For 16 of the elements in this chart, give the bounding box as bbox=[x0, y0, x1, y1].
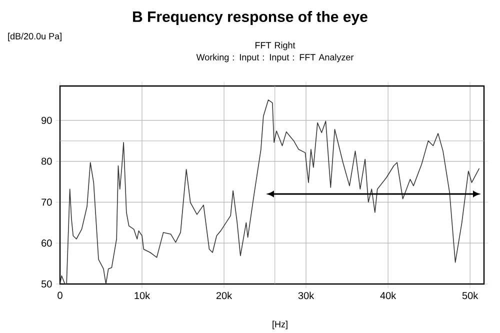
y-tick-label: 50 bbox=[41, 280, 52, 288]
x-tick-label: 30k bbox=[298, 292, 314, 300]
chart-title: B Frequency response of the eye bbox=[133, 11, 368, 25]
y-tick-label: 60 bbox=[42, 240, 52, 247]
line-series bbox=[60, 100, 480, 284]
x-axis-title: [Hz] bbox=[272, 320, 288, 330]
chart-subtitle: FFT Right Working : Input : Input : FFT Analyzer bbox=[196, 42, 354, 62]
x-tick-label: 50k bbox=[462, 292, 478, 300]
y-tick-label: 80 bbox=[42, 158, 52, 165]
y-axis-title: [dB/20.0u Pa] bbox=[8, 32, 62, 42]
x-tick-label: 20k bbox=[216, 292, 232, 300]
y-tick-label: 90 bbox=[42, 116, 52, 124]
y-tick-label: 70 bbox=[42, 198, 52, 206]
x-tick-label: 40k bbox=[380, 292, 396, 300]
x-tick-label: 10k bbox=[134, 292, 150, 300]
x-tick-label: 0 bbox=[58, 292, 62, 299]
